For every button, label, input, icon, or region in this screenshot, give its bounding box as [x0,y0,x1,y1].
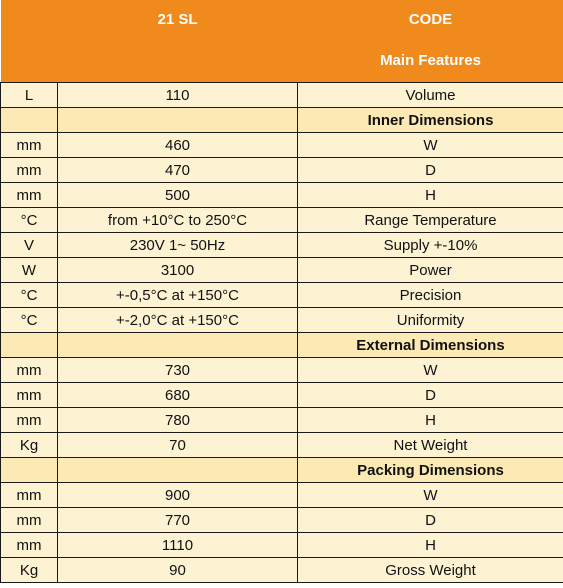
header-blank-cell [57,38,298,83]
header-row-top: 21 SL CODE [0,0,563,38]
unit-cell: L [0,82,58,108]
value-cell: 3100 [57,257,298,283]
feature-cell: H [297,407,563,433]
table-row: mm 1110 H [0,532,563,558]
table-row: °C +-2,0°C at +150°C Uniformity [0,307,563,333]
feature-cell: W [297,357,563,383]
table-row: Kg 70 Net Weight [0,432,563,458]
section-row: Inner Dimensions [0,107,563,133]
feature-cell: D [297,157,563,183]
unit-cell: mm [0,182,58,208]
table-header: 21 SL CODE Main Features [0,0,563,83]
feature-cell: W [297,132,563,158]
table-row: mm 500 H [0,182,563,208]
main-features-header: Main Features [297,38,563,83]
header-blank-cell [0,38,58,83]
unit-cell: Kg [0,432,58,458]
feature-cell: Precision [297,282,563,308]
feature-cell: Range Temperature [297,207,563,233]
section-title: Packing Dimensions [297,457,563,483]
value-cell: 460 [57,132,298,158]
table-row: °C from +10°C to 250°C Range Temperature [0,207,563,233]
table-row: W 3100 Power [0,257,563,283]
unit-cell: mm [0,357,58,383]
section-title: External Dimensions [297,332,563,358]
value-cell: 70 [57,432,298,458]
value-cell: 680 [57,382,298,408]
unit-cell: mm [0,507,58,533]
section-blank-cell [57,332,298,358]
value-cell: 90 [57,557,298,583]
unit-cell: W [0,257,58,283]
feature-cell: Gross Weight [297,557,563,583]
value-cell: 500 [57,182,298,208]
value-cell: 110 [57,82,298,108]
feature-cell: Uniformity [297,307,563,333]
unit-cell: mm [0,482,58,508]
value-cell: 470 [57,157,298,183]
value-cell: 1110 [57,532,298,558]
unit-cell: °C [0,307,58,333]
code-header: CODE [297,0,563,38]
value-cell: 780 [57,407,298,433]
feature-cell: D [297,507,563,533]
unit-cell: mm [0,132,58,158]
unit-cell: mm [0,382,58,408]
section-title: Inner Dimensions [297,107,563,133]
feature-cell: H [297,532,563,558]
feature-cell: H [297,182,563,208]
value-cell: +-0,5°C at +150°C [57,282,298,308]
table-row: mm 770 D [0,507,563,533]
unit-cell: mm [0,407,58,433]
table-row: mm 730 W [0,357,563,383]
header-row-bottom: Main Features [0,38,563,83]
table-row: mm 470 D [0,157,563,183]
section-blank-cell [0,457,58,483]
unit-cell: Kg [0,557,58,583]
header-blank-cell [0,0,58,38]
section-blank-cell [0,332,58,358]
table-row: mm 680 D [0,382,563,408]
table-row: mm 460 W [0,132,563,158]
feature-cell: Power [297,257,563,283]
section-blank-cell [57,107,298,133]
table-row: Kg 90 Gross Weight [0,557,563,583]
value-cell: +-2,0°C at +150°C [57,307,298,333]
value-cell: 900 [57,482,298,508]
unit-cell: V [0,232,58,258]
value-cell: 770 [57,507,298,533]
table-row: mm 780 H [0,407,563,433]
unit-cell: mm [0,532,58,558]
unit-cell: °C [0,282,58,308]
table-row: mm 900 W [0,482,563,508]
value-cell: 230V 1~ 50Hz [57,232,298,258]
model-header: 21 SL [57,0,298,38]
unit-cell: °C [0,207,58,233]
unit-cell: mm [0,157,58,183]
value-cell: from +10°C to 250°C [57,207,298,233]
section-blank-cell [57,457,298,483]
feature-cell: Net Weight [297,432,563,458]
feature-cell: W [297,482,563,508]
section-blank-cell [0,107,58,133]
feature-cell: Volume [297,82,563,108]
section-row: Packing Dimensions [0,457,563,483]
table-row: °C +-0,5°C at +150°C Precision [0,282,563,308]
table-row: V 230V 1~ 50Hz Supply +-10% [0,232,563,258]
section-row: External Dimensions [0,332,563,358]
feature-cell: Supply +-10% [297,232,563,258]
table-row: L 110 Volume [0,82,563,108]
feature-cell: D [297,382,563,408]
value-cell: 730 [57,357,298,383]
